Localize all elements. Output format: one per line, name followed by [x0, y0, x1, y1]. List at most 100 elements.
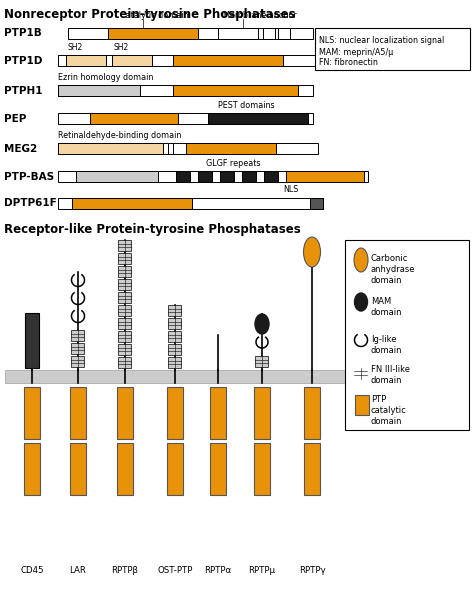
Text: PTPH1: PTPH1 — [4, 85, 43, 95]
Bar — [254, 387, 270, 439]
Text: NLS: nuclear localization signal: NLS: nuclear localization signal — [319, 36, 444, 45]
Bar — [118, 344, 131, 355]
Bar — [25, 313, 39, 368]
Bar — [66, 55, 106, 66]
Bar — [117, 387, 133, 439]
Bar — [58, 198, 323, 209]
Text: DPTP61F: DPTP61F — [4, 198, 57, 209]
Bar — [264, 171, 278, 182]
Bar — [168, 305, 182, 316]
Text: NLS: NLS — [283, 186, 298, 194]
Bar — [168, 331, 182, 342]
Ellipse shape — [255, 314, 269, 334]
Bar — [173, 55, 283, 66]
Text: Carbonic: Carbonic — [371, 254, 409, 263]
Bar — [168, 143, 173, 154]
Bar — [198, 171, 212, 182]
Bar — [70, 387, 86, 439]
Bar — [355, 395, 369, 415]
Text: PTP1B: PTP1B — [4, 28, 42, 38]
Bar — [168, 318, 182, 329]
Text: Ezrin homology domain: Ezrin homology domain — [58, 72, 154, 81]
Bar — [118, 253, 131, 264]
Text: PEST domains: PEST domains — [218, 101, 274, 110]
Text: MEG2: MEG2 — [4, 144, 37, 154]
Text: Retinaldehyde-binding domain: Retinaldehyde-binding domain — [58, 131, 182, 140]
Bar — [168, 357, 182, 368]
Bar — [167, 387, 183, 439]
Text: OST-PTP: OST-PTP — [157, 566, 193, 575]
Bar — [72, 198, 192, 209]
Bar — [118, 292, 131, 303]
Bar — [242, 171, 256, 182]
Text: domain: domain — [371, 417, 402, 426]
Ellipse shape — [355, 293, 367, 311]
Bar — [5, 370, 355, 383]
Bar — [278, 28, 290, 39]
Bar — [263, 28, 275, 39]
Bar — [118, 357, 131, 368]
Bar — [218, 28, 258, 39]
Bar — [315, 28, 470, 70]
Bar — [58, 113, 313, 124]
Text: domain: domain — [371, 346, 402, 355]
Bar — [58, 143, 318, 154]
Text: PTP-BAS: PTP-BAS — [4, 171, 54, 181]
Bar — [345, 240, 469, 430]
Bar — [208, 113, 308, 124]
Bar — [118, 305, 131, 316]
Bar — [118, 318, 131, 329]
Bar — [112, 55, 152, 66]
Bar — [118, 240, 131, 251]
Bar — [58, 85, 140, 96]
Text: PEP: PEP — [4, 114, 27, 124]
Bar — [70, 443, 86, 495]
Text: RPTPμ: RPTPμ — [248, 566, 275, 575]
Bar — [355, 368, 367, 379]
Text: domain: domain — [371, 308, 402, 317]
Bar — [68, 28, 313, 39]
Bar — [117, 443, 133, 495]
Text: LAR: LAR — [70, 566, 86, 575]
Text: MAM: meprin/A5/μ: MAM: meprin/A5/μ — [319, 48, 393, 57]
Text: anhydrase: anhydrase — [371, 265, 416, 274]
Bar — [58, 85, 313, 96]
Text: catalytic: catalytic — [371, 406, 407, 415]
Text: Nonreceptor Protein-tyrosine Phosphatases: Nonreceptor Protein-tyrosine Phosphatase… — [4, 8, 296, 21]
Text: PTP1D: PTP1D — [4, 55, 42, 65]
Text: SH2: SH2 — [68, 42, 83, 51]
Bar — [90, 113, 178, 124]
Text: Ig-like: Ig-like — [371, 335, 396, 344]
Bar — [220, 171, 234, 182]
Bar — [286, 171, 364, 182]
Bar — [255, 356, 268, 367]
Ellipse shape — [354, 248, 368, 272]
Bar — [76, 171, 158, 182]
Text: SH2: SH2 — [114, 42, 129, 51]
Text: FN: fibronectin: FN: fibronectin — [319, 58, 378, 67]
Text: Catalytic domain: Catalytic domain — [120, 12, 189, 21]
Bar — [24, 387, 40, 439]
Text: MAM: MAM — [371, 297, 391, 306]
Bar — [186, 143, 276, 154]
Text: RPTPβ: RPTPβ — [111, 566, 138, 575]
Bar — [58, 171, 368, 182]
Bar — [176, 171, 190, 182]
Bar — [72, 343, 84, 354]
Bar — [210, 443, 226, 495]
Bar — [108, 28, 198, 39]
Bar — [304, 387, 320, 439]
Text: GLGF repeats: GLGF repeats — [206, 158, 261, 167]
Bar — [24, 443, 40, 495]
Text: Receptor-like Protein-tyrosine Phosphatases: Receptor-like Protein-tyrosine Phosphata… — [4, 223, 301, 236]
Bar — [58, 55, 318, 66]
Ellipse shape — [303, 237, 320, 267]
Text: RPTPα: RPTPα — [204, 566, 232, 575]
Bar — [167, 443, 183, 495]
Bar — [72, 330, 84, 341]
Text: CD45: CD45 — [20, 566, 44, 575]
Bar — [254, 443, 270, 495]
Text: domain: domain — [371, 276, 402, 285]
Bar — [58, 143, 163, 154]
Text: FN III-like: FN III-like — [371, 365, 410, 374]
